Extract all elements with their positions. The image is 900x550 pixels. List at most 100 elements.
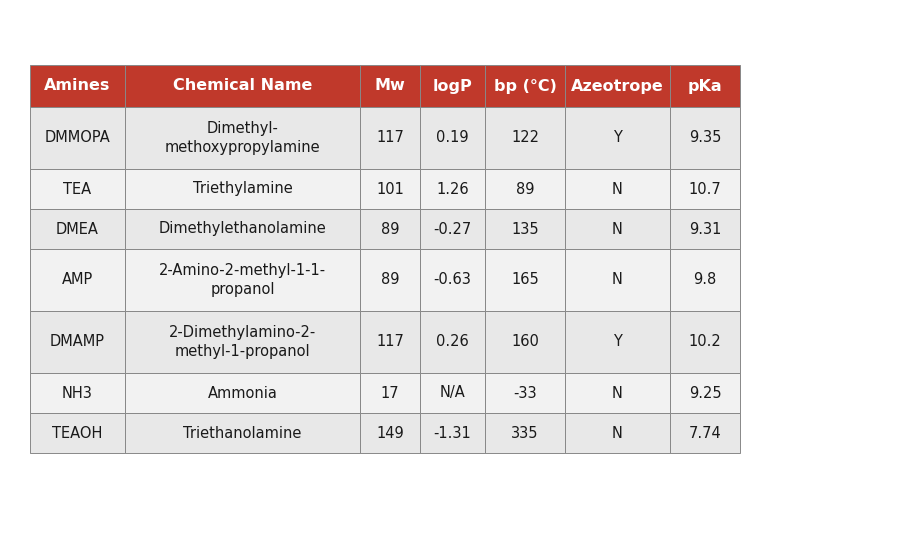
Text: 135: 135 <box>511 222 539 236</box>
Text: 7.74: 7.74 <box>688 426 722 441</box>
Text: -1.31: -1.31 <box>434 426 472 441</box>
Bar <box>565 107 670 169</box>
Bar <box>670 169 740 209</box>
Bar <box>485 373 565 413</box>
Text: 160: 160 <box>511 334 539 349</box>
Bar <box>420 169 485 209</box>
Text: DMAMP: DMAMP <box>50 334 105 349</box>
Bar <box>670 209 740 249</box>
Text: 149: 149 <box>376 426 404 441</box>
Text: TEAOH: TEAOH <box>52 426 103 441</box>
Text: -0.27: -0.27 <box>434 222 472 236</box>
Bar <box>30 107 125 169</box>
Bar <box>360 311 420 373</box>
Bar <box>420 107 485 169</box>
Text: -33: -33 <box>513 386 536 400</box>
Text: N: N <box>612 426 623 441</box>
Bar <box>360 169 420 209</box>
Bar <box>125 249 360 311</box>
Text: 2-Amino-2-methyl-1-1-
propanol: 2-Amino-2-methyl-1-1- propanol <box>159 263 326 297</box>
Text: Triethylamine: Triethylamine <box>193 182 292 196</box>
Text: 9.25: 9.25 <box>688 386 721 400</box>
Text: AMP: AMP <box>62 272 93 288</box>
Text: N: N <box>612 272 623 288</box>
Text: 9.35: 9.35 <box>688 130 721 146</box>
Text: Amines: Amines <box>44 79 111 94</box>
Text: N: N <box>612 386 623 400</box>
Text: Ammonia: Ammonia <box>208 386 277 400</box>
Bar <box>125 413 360 453</box>
Bar <box>360 209 420 249</box>
Bar <box>30 249 125 311</box>
Bar <box>420 373 485 413</box>
Bar <box>420 413 485 453</box>
Bar <box>420 209 485 249</box>
Bar <box>420 311 485 373</box>
Text: 117: 117 <box>376 334 404 349</box>
Bar <box>565 249 670 311</box>
Text: logP: logP <box>433 79 472 94</box>
Bar <box>360 373 420 413</box>
Text: 89: 89 <box>516 182 535 196</box>
Bar <box>30 209 125 249</box>
Text: pKa: pKa <box>688 79 723 94</box>
Bar <box>360 413 420 453</box>
Text: 17: 17 <box>381 386 400 400</box>
Bar <box>360 65 420 107</box>
Text: -0.63: -0.63 <box>434 272 472 288</box>
Bar <box>125 373 360 413</box>
Text: Mw: Mw <box>374 79 405 94</box>
Bar <box>565 373 670 413</box>
Text: Triethanolamine: Triethanolamine <box>184 426 302 441</box>
Text: 10.7: 10.7 <box>688 182 722 196</box>
Bar <box>670 107 740 169</box>
Text: 2-Dimethylamino-2-
methyl-1-propanol: 2-Dimethylamino-2- methyl-1-propanol <box>169 325 316 359</box>
Bar <box>360 107 420 169</box>
Text: N/A: N/A <box>439 386 465 400</box>
Text: 0.19: 0.19 <box>436 130 469 146</box>
Bar <box>30 373 125 413</box>
Text: Dimethylethanolamine: Dimethylethanolamine <box>158 222 327 236</box>
Text: 165: 165 <box>511 272 539 288</box>
Bar <box>125 209 360 249</box>
Bar <box>125 65 360 107</box>
Bar <box>670 65 740 107</box>
Text: N: N <box>612 222 623 236</box>
Bar <box>360 249 420 311</box>
Bar <box>565 169 670 209</box>
Bar <box>565 209 670 249</box>
Text: 89: 89 <box>381 222 400 236</box>
Text: 1.26: 1.26 <box>436 182 469 196</box>
Text: DMEA: DMEA <box>56 222 99 236</box>
Text: 335: 335 <box>511 426 539 441</box>
Text: Azeotrope: Azeotrope <box>572 79 664 94</box>
Bar <box>125 311 360 373</box>
Bar <box>485 311 565 373</box>
Text: Y: Y <box>613 130 622 146</box>
Bar <box>420 65 485 107</box>
Bar <box>420 249 485 311</box>
Bar <box>670 311 740 373</box>
Text: 10.2: 10.2 <box>688 334 722 349</box>
Text: TEA: TEA <box>63 182 92 196</box>
Bar <box>125 169 360 209</box>
Bar <box>565 65 670 107</box>
Text: Dimethyl-
methoxypropylamine: Dimethyl- methoxypropylamine <box>165 121 320 155</box>
Text: Chemical Name: Chemical Name <box>173 79 312 94</box>
Text: 9.31: 9.31 <box>688 222 721 236</box>
Text: 122: 122 <box>511 130 539 146</box>
Bar <box>485 65 565 107</box>
Bar <box>485 107 565 169</box>
Bar <box>30 169 125 209</box>
Text: 89: 89 <box>381 272 400 288</box>
Bar <box>30 311 125 373</box>
Bar <box>565 311 670 373</box>
Bar <box>485 169 565 209</box>
Text: bp (°C): bp (°C) <box>493 79 556 94</box>
Bar <box>125 107 360 169</box>
Bar <box>30 65 125 107</box>
Text: Y: Y <box>613 334 622 349</box>
Bar <box>670 249 740 311</box>
Bar <box>670 373 740 413</box>
Text: 9.8: 9.8 <box>693 272 716 288</box>
